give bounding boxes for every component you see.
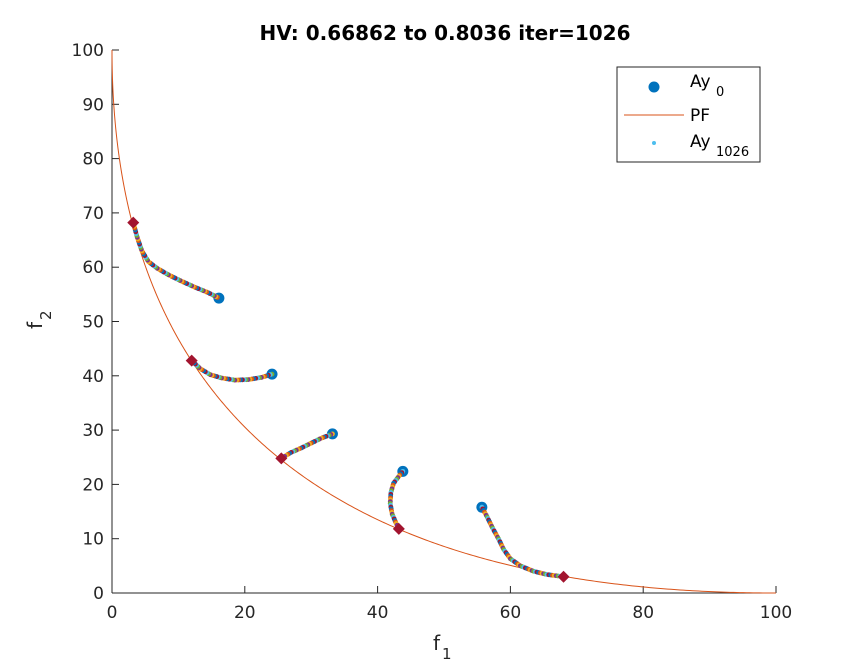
y-tick-label: 0: [93, 584, 104, 604]
x-axis-label: f: [433, 631, 441, 655]
x-tick-label: 100: [760, 603, 792, 623]
x-tick-label: 0: [107, 603, 118, 623]
y-tick-label: 10: [82, 530, 104, 550]
target-point: [185, 354, 198, 367]
x-tick-label: 20: [234, 603, 256, 623]
legend: Ay 0 PF Ay 1026: [616, 66, 761, 163]
axes: [111, 49, 777, 594]
legend-marker-ay1026: [652, 141, 656, 145]
y-tick-label: 90: [82, 95, 104, 115]
legend-sub-ay1026: 1026: [716, 145, 749, 160]
x-axis-label-subscript: 1: [442, 645, 452, 663]
legend-label-pf: PF: [690, 106, 710, 126]
y-axis-label: f: [23, 321, 47, 329]
chart-title: HV: 0.66862 to 0.8036 iter=1026: [259, 21, 630, 45]
target-point: [392, 522, 405, 535]
legend-marker-ay0: [648, 81, 660, 93]
y-tick-label: 40: [82, 367, 104, 387]
y-tick-label: 80: [82, 150, 104, 170]
plot-area: [111, 50, 776, 594]
target-point: [275, 452, 288, 465]
tick-labels: 0 20 40 60 80 100 0 10 20 30 40 50 60 70 80 90 100: [72, 41, 793, 623]
y-tick-label: 60: [82, 258, 104, 278]
x-tick-label: 40: [367, 603, 389, 623]
y-tick-label: 30: [82, 421, 104, 441]
x-tick-label: 60: [500, 603, 522, 623]
y-tick-label: 20: [82, 475, 104, 495]
x-tick-label: 80: [632, 603, 654, 623]
legend-sub-ay0: 0: [716, 85, 724, 100]
target-point: [127, 216, 140, 229]
y-tick-label: 100: [72, 41, 104, 61]
legend-label-ay0: Ay: [690, 72, 711, 92]
legend-label-ay1026: Ay: [690, 132, 711, 152]
target-point: [557, 570, 570, 583]
y-axis-label-subscript: 2: [37, 310, 55, 320]
y-tick-label: 50: [82, 313, 104, 333]
y-tick-label: 70: [82, 204, 104, 224]
